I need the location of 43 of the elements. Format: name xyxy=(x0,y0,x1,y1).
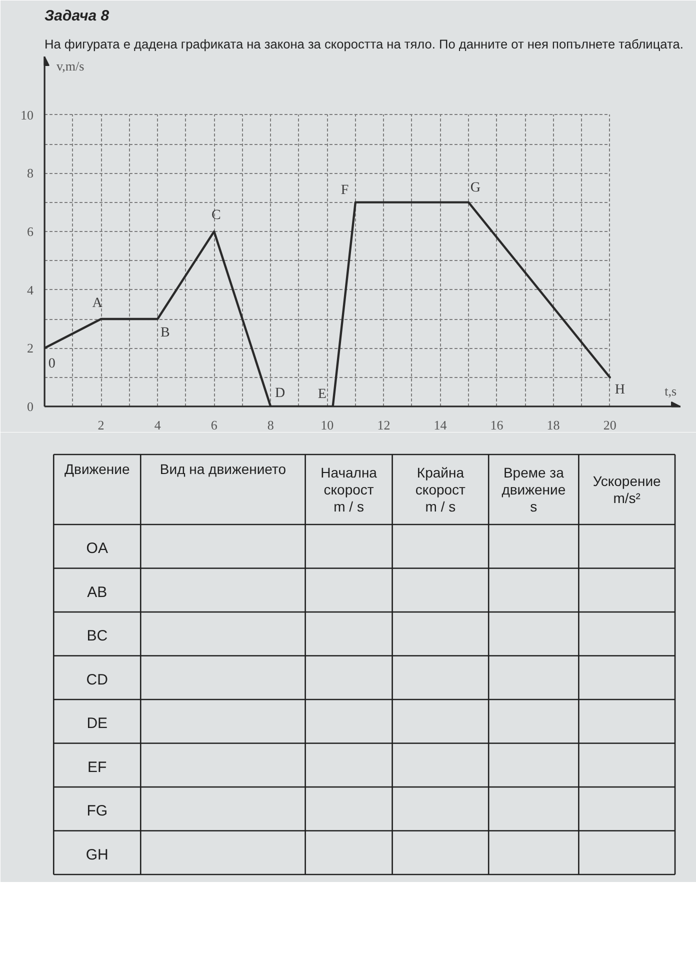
category-label: GH xyxy=(86,846,108,864)
annotation: D xyxy=(274,386,286,402)
y-tick-label: 0 xyxy=(27,399,34,414)
x-tick-label: 18 xyxy=(546,418,560,432)
annotation: B xyxy=(160,326,170,341)
category-label: Време за движение s xyxy=(502,464,566,514)
x-tick-label: 2 xyxy=(98,418,104,432)
annotation: H xyxy=(614,382,625,398)
x-tick-label: 4 xyxy=(154,418,162,432)
y-tick-label: 8 xyxy=(27,166,34,181)
category-label: OA xyxy=(86,540,108,558)
chart-title: Задача 8 xyxy=(44,8,110,24)
y-tick-label: 4 xyxy=(27,282,34,298)
x-tick-label: 8 xyxy=(267,418,274,432)
category-label: DE xyxy=(86,715,108,732)
category-label: EF xyxy=(88,758,107,776)
annotation: A xyxy=(92,296,104,311)
chart-subtitle: На фигурата е дадена графиката на закона за скоростта на тяло. По данните от нея попълнете таблицата. xyxy=(44,36,684,52)
category-label: BC xyxy=(86,628,108,645)
x-tick-label: 12 xyxy=(377,418,390,432)
category-label: CD xyxy=(86,671,108,688)
x-tick-label: 10 xyxy=(320,418,334,432)
category-label: Крайна скорост m / s xyxy=(415,464,466,514)
category-label: Движение xyxy=(64,461,130,477)
y-axis-title: v,m/s xyxy=(56,58,84,74)
annotation: C xyxy=(212,208,221,224)
y-tick-label: 6 xyxy=(27,224,34,239)
y-tick-label: 10 xyxy=(20,107,34,122)
annotation: F xyxy=(340,182,349,198)
category-label: AB xyxy=(87,584,108,601)
x-tick-label: 6 xyxy=(210,418,218,432)
x-tick-label: 14 xyxy=(434,418,448,432)
x-tick-label: 16 xyxy=(490,418,504,432)
category-label: Начална скорост m / s xyxy=(320,464,378,514)
category-label: Вид на движението xyxy=(160,461,286,477)
y-tick-label: 2 xyxy=(27,340,34,356)
annotation: 0 xyxy=(48,356,56,372)
x-axis-title: t,s xyxy=(664,384,676,398)
category-label: FG xyxy=(86,802,108,820)
x-tick-label: 20 xyxy=(603,418,616,432)
annotation: E xyxy=(318,387,326,402)
category-label: Ускорение m/s² xyxy=(592,473,662,506)
annotation: G xyxy=(470,180,480,196)
